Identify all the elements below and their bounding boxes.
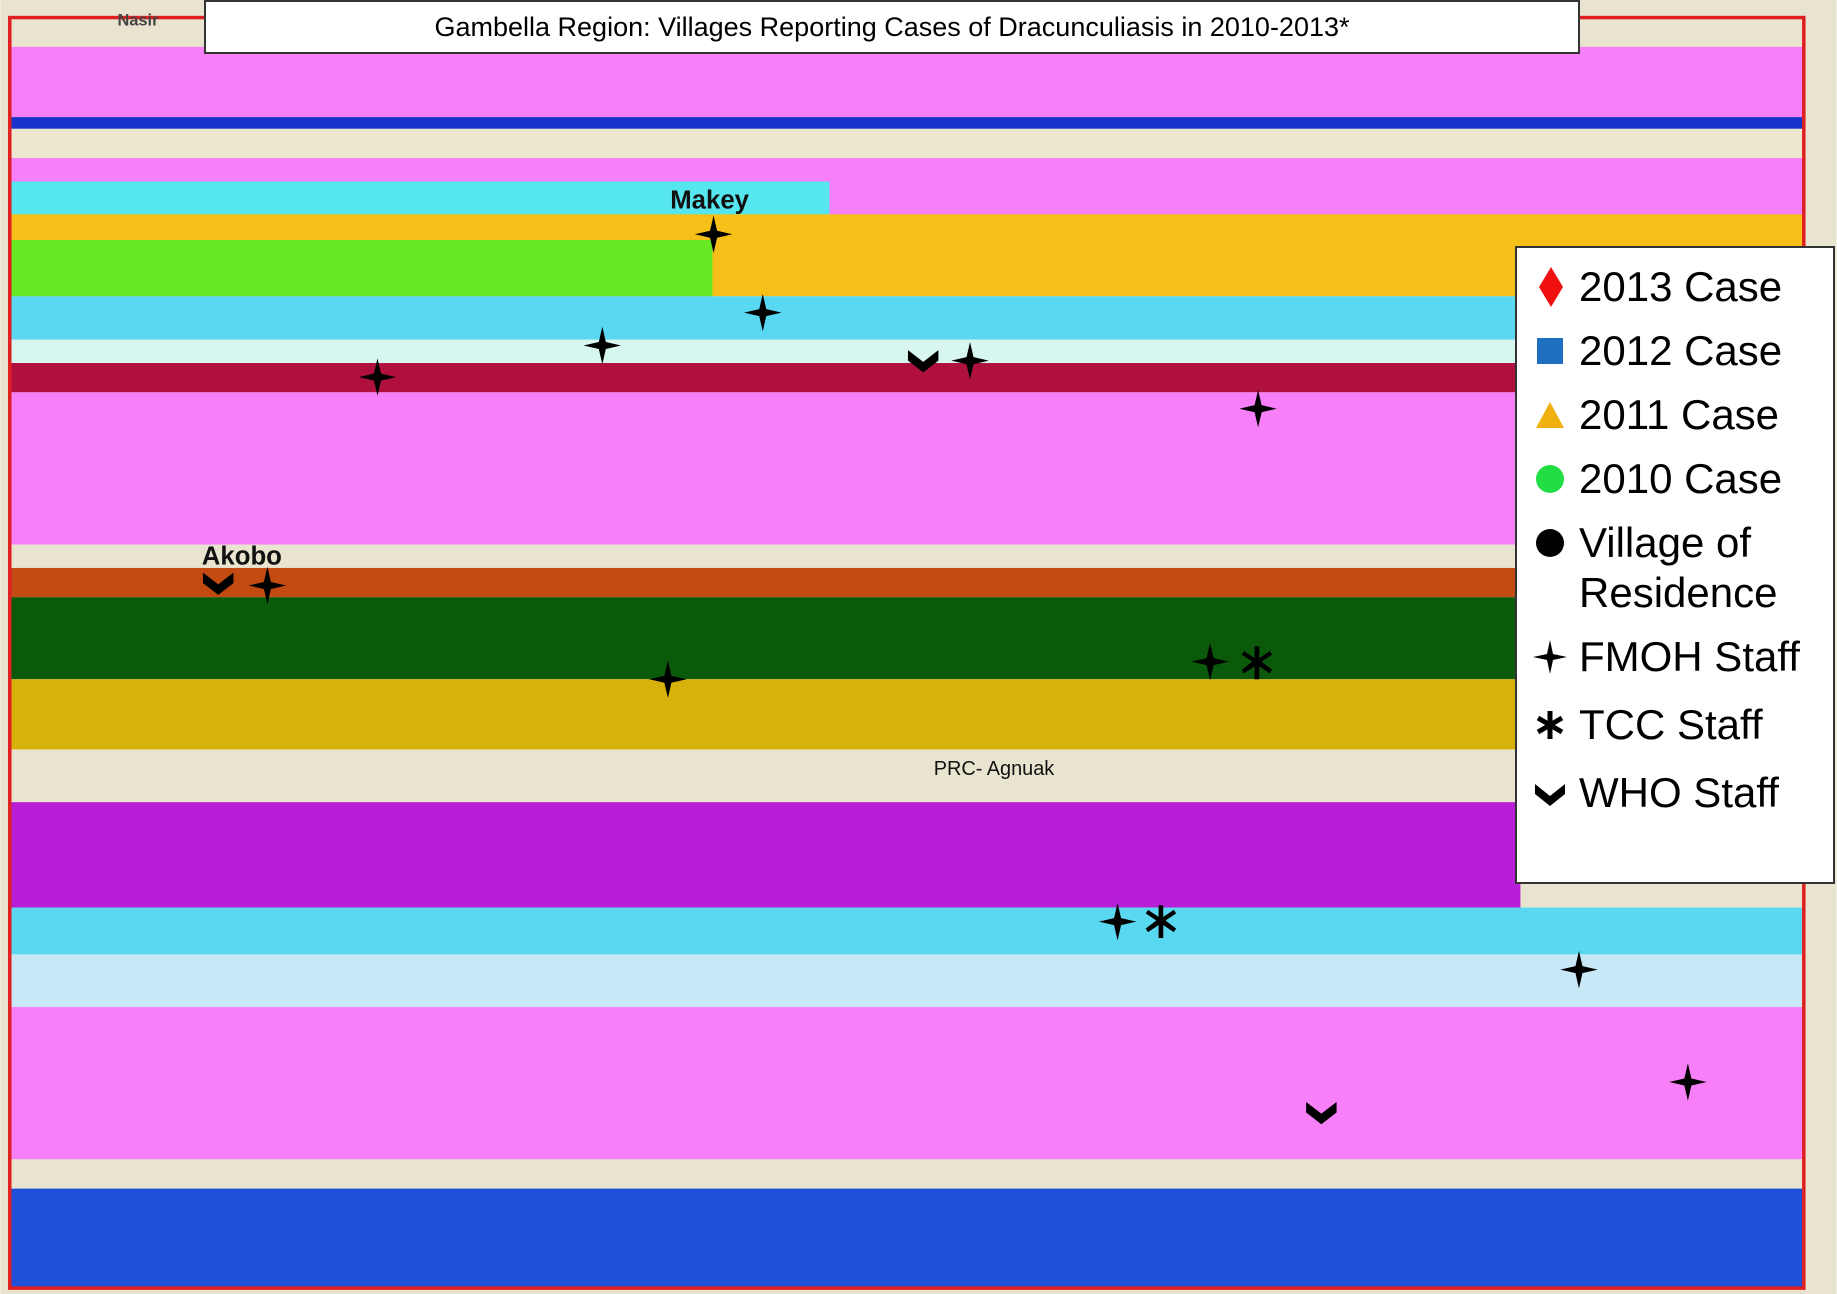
legend-label: FMOH Staff [1579,633,1800,680]
legend-item: 2011 Case [1531,390,1823,440]
who-marker [202,572,234,595]
fmoh-marker [1669,1063,1707,1101]
fmoh-marker [1560,950,1598,989]
who-marker [907,350,939,373]
legend-item: TCC Staff [1531,700,1823,750]
legend-label: 2012 Case [1579,327,1783,374]
legend-item: FMOH Staff [1531,632,1823,682]
fmoh-marker [248,566,287,605]
fmoh-marker [1098,902,1137,941]
place-label: Nasir [118,12,160,30]
fmoh-marker [1191,642,1229,681]
legend: 2013 Case 2012 Case 2011 Case 2010 Case … [1515,246,1835,884]
tcc-marker [1241,646,1273,680]
legend-item: 2010 Case [1531,454,1823,504]
legend-label: TCC Staff [1579,701,1763,748]
place-label: Akobo [202,542,282,570]
place-label: Makey [670,186,749,214]
legend-item: Village of Residence [1531,518,1823,618]
legend-label: WHO Staff [1579,769,1779,816]
fmoh-marker [649,660,687,698]
legend-item: WHO Staff [1531,768,1823,818]
legend-label: 2011 Case [1579,391,1780,438]
fmoh-marker [358,358,397,396]
fmoh-marker [744,293,782,332]
fmoh-marker [694,215,733,253]
fmoh-marker [951,341,989,380]
place-label: PRC- Agnuak [934,758,1055,780]
legend-label: 2010 Case [1579,455,1783,502]
fmoh-marker [583,326,622,365]
legend-item: 2012 Case [1531,326,1823,376]
who-marker [1306,1101,1337,1125]
map-title: Gambella Region: Villages Reporting Case… [204,0,1580,54]
fmoh-marker [1239,389,1277,428]
legend-label: Village of Residence [1579,519,1778,616]
legend-item: 2013 Case [1531,262,1823,312]
legend-label: 2013 Case [1579,263,1783,310]
